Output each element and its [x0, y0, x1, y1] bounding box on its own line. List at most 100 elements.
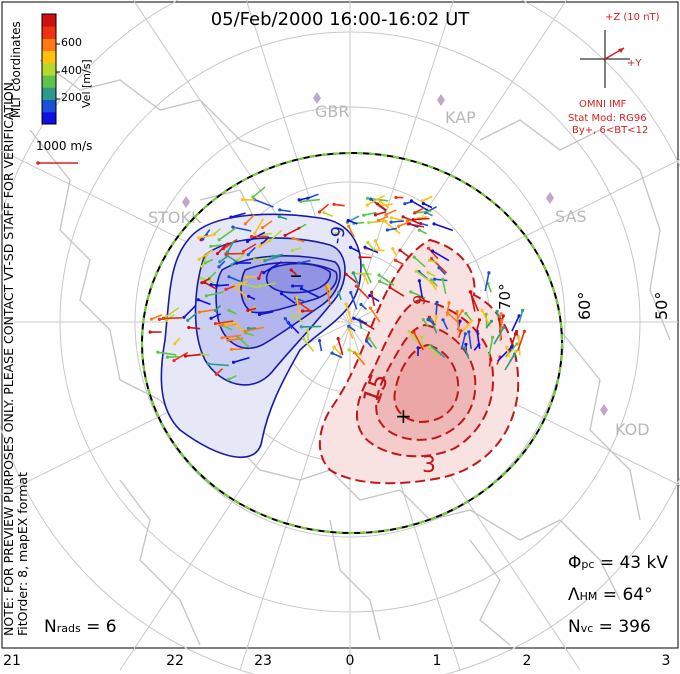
velocity-vector-origin	[243, 329, 247, 333]
velocity-vector	[345, 303, 353, 322]
velocity-vector-origin	[301, 309, 305, 313]
velocity-vector-origin	[217, 238, 221, 242]
velocity-vector	[226, 240, 235, 253]
velocity-vector-origin	[236, 258, 240, 262]
velocity-vector	[264, 255, 280, 262]
velocity-vector-origin	[463, 332, 467, 336]
plot-frame	[1, 1, 679, 649]
latitude-label-60: 60°	[575, 292, 594, 320]
velocity-vector-origin	[197, 310, 202, 314]
velocity-vector-origin	[412, 255, 416, 259]
velocity-vector	[215, 320, 234, 325]
velocity-vector	[198, 233, 216, 239]
velocity-vector-origin	[227, 275, 231, 279]
velocity-vector	[377, 203, 387, 211]
velocity-vector-origin	[501, 314, 505, 318]
velocity-vector-origin	[365, 203, 369, 207]
velocity-vector	[167, 355, 179, 358]
velocity-vector	[475, 319, 481, 332]
velocity-vector-origin	[458, 319, 462, 323]
velocity-vector-origin	[398, 248, 402, 252]
velocity-vector-origin	[429, 257, 434, 261]
velocity-vector-origin	[409, 290, 413, 294]
velocity-vector	[187, 312, 198, 322]
velocity-vector	[391, 220, 405, 223]
velocity-vector-origin	[502, 325, 506, 330]
velocity-vector-origin	[521, 308, 525, 312]
velocity-vector-origin	[370, 290, 374, 294]
stat-phi-pc: Φpc = 43 kV	[568, 553, 668, 573]
velocity-vector	[350, 292, 358, 310]
velocity-vector-origin	[377, 273, 381, 277]
velocity-vector-origin	[226, 338, 230, 342]
velocity-vector-origin	[206, 362, 210, 366]
velocity-vector-origin	[376, 218, 380, 222]
velocity-vector	[233, 356, 250, 364]
velocity-vector	[375, 211, 386, 216]
velocity-vector-origin	[441, 318, 445, 322]
velocity-vector	[484, 272, 490, 292]
velocity-vector-origin	[200, 281, 204, 285]
potential-max-marker: +	[395, 404, 412, 428]
velocity-vector-origin	[514, 329, 519, 334]
latitude-label-70: 70°	[496, 283, 514, 310]
potential-min-marker: –	[290, 261, 302, 289]
velocity-vector-origin	[291, 284, 295, 288]
velocity-vector	[398, 221, 408, 228]
velocity-vector-origin	[416, 346, 420, 350]
velocity-vector	[199, 309, 215, 313]
velocity-vector	[259, 239, 271, 248]
colorbar-segment	[42, 99, 56, 113]
velocity-vector	[163, 317, 183, 320]
velocity-vector	[157, 351, 177, 356]
velocity-vector	[369, 294, 380, 302]
velocity-vector	[497, 346, 513, 362]
velocity-vector-origin	[522, 329, 527, 333]
velocity-vector	[333, 203, 345, 207]
velocity-vector	[206, 291, 224, 297]
velocity-vector	[446, 302, 450, 317]
velocity-vector-origin	[165, 355, 170, 359]
velocity-vector	[337, 338, 344, 356]
velocity-vector-origin	[148, 330, 152, 334]
velocity-vector-origin	[213, 308, 217, 313]
velocity-vector	[318, 340, 323, 352]
velocity-vector	[411, 200, 430, 212]
velocity-vector-origin	[421, 318, 425, 322]
velocity-vector-origin	[349, 291, 353, 295]
velocity-vector-origin	[412, 330, 416, 334]
velocity-vector	[408, 330, 419, 343]
velocity-vector-origin	[362, 213, 366, 217]
preview-note-line1: NOTE: FOR PREVIEW PURPOSES ONLY. PLEASE …	[1, 78, 16, 636]
velocity-vector	[347, 225, 355, 238]
velocity-vector	[228, 276, 243, 283]
latitude-label-50: 50°	[652, 292, 671, 320]
velocity-vector	[391, 217, 404, 222]
station-sas: SAS	[555, 207, 587, 226]
velocity-vector	[185, 353, 201, 357]
velocity-vector	[345, 273, 358, 284]
colorbar-segment	[42, 38, 56, 52]
velocity-vector-origin	[277, 215, 281, 219]
velocity-vector-origin	[389, 220, 393, 224]
velocity-vector	[408, 223, 425, 228]
imf-y-label: +Y	[627, 58, 642, 69]
velocity-vector	[183, 305, 197, 318]
velocity-vector-origin	[332, 345, 336, 349]
velocity-vector	[244, 214, 255, 225]
contour-label-9: 9	[409, 293, 429, 306]
velocity-vector-origin	[246, 326, 250, 331]
velocity-vector-origin	[417, 279, 421, 283]
velocity-vector	[198, 249, 214, 261]
mlt-tick-23: 23	[254, 653, 272, 669]
velocity-vector-origin	[301, 337, 306, 341]
velocity-vector-origin	[420, 199, 424, 203]
velocity-vector	[413, 331, 424, 351]
velocity-vector	[259, 311, 274, 316]
velocity-vector-origin	[227, 308, 231, 312]
velocity-vector	[414, 207, 425, 214]
velocity-vector-origin	[358, 255, 362, 259]
velocity-vector	[506, 346, 510, 358]
velocity-vector	[230, 212, 246, 218]
